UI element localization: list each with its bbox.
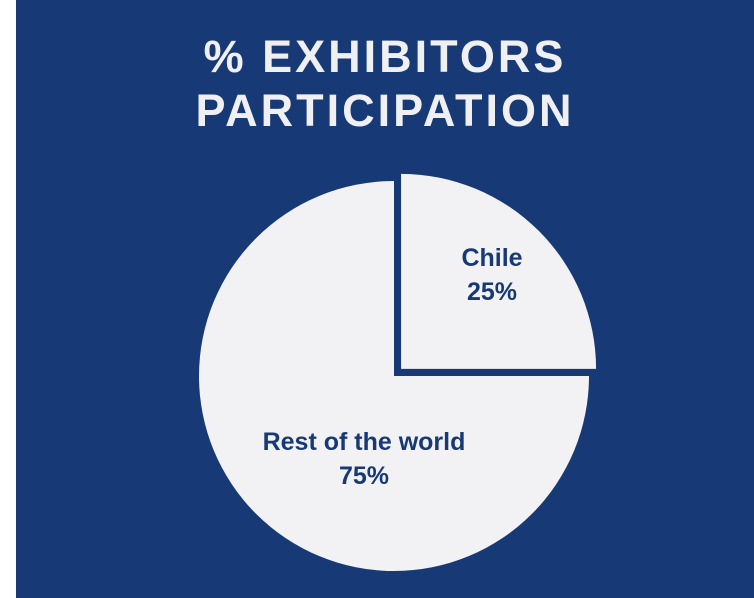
slice-label-chile: Chile 25%: [461, 244, 522, 306]
slice-name-label: Chile: [461, 244, 522, 272]
pie-slice-chile: [401, 173, 597, 369]
chart-title-line-1: % EXHIBITORS: [203, 31, 567, 82]
pie-slice-rest-of-the-world: [199, 181, 589, 571]
slice-label-rest-of-the-world: Rest of the world 75%: [263, 428, 466, 490]
pie-slices: [199, 173, 597, 571]
slice-value-label: 75%: [339, 462, 389, 490]
pie-labels: Chile 25% Rest of the world 75%: [263, 244, 523, 490]
chart-panel: % EXHIBITORS PARTICIPATION Chile 25% Rest …: [16, 0, 754, 598]
slice-name-label: Rest of the world: [263, 428, 466, 456]
chart-title-line-2: PARTICIPATION: [195, 85, 575, 136]
chart-title: % EXHIBITORS PARTICIPATION: [16, 30, 754, 138]
pie-chart: Chile 25% Rest of the world 75%: [199, 173, 597, 571]
slice-value-label: 25%: [467, 278, 517, 306]
